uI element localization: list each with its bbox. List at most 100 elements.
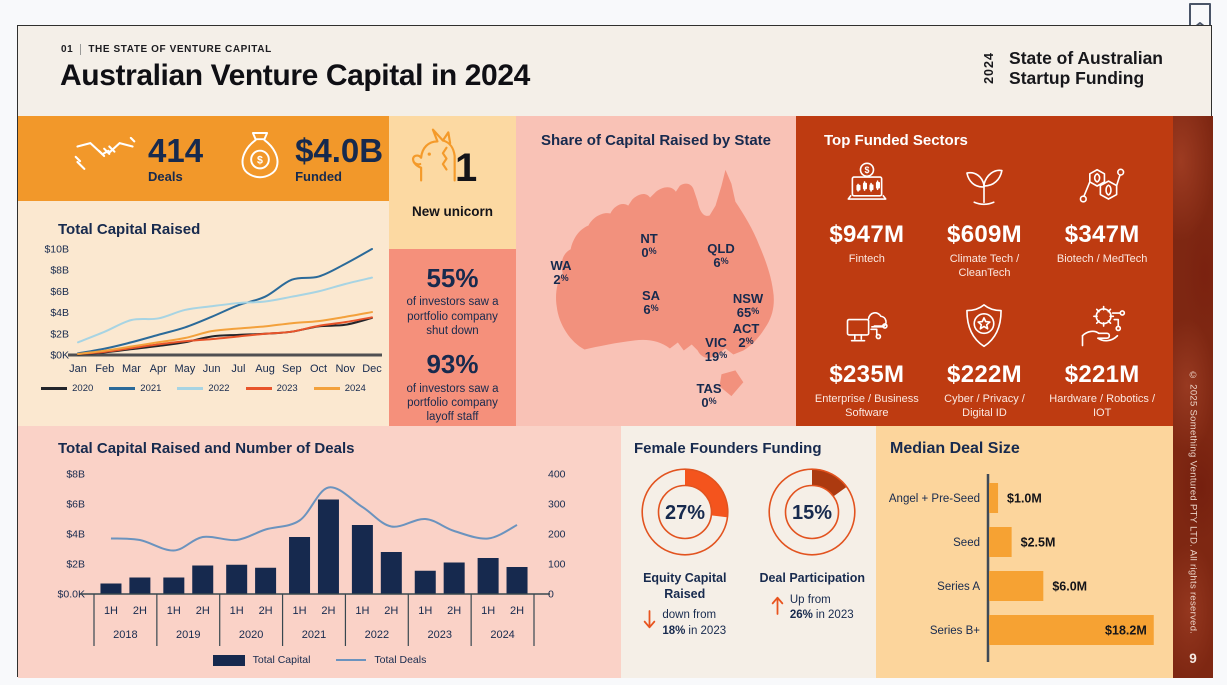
shutdown-label: of investors saw a portfolio company shu… bbox=[406, 296, 499, 338]
page-number: 9 bbox=[1189, 651, 1197, 666]
svg-text:2020: 2020 bbox=[239, 629, 263, 641]
svg-text:Dec: Dec bbox=[362, 363, 382, 375]
page-title: Australian Venture Capital in 2024 bbox=[60, 59, 530, 92]
funded-stat-text: $4.0B Funded bbox=[295, 134, 383, 184]
sector-value: $609M bbox=[947, 221, 1022, 248]
investor-stats-section: 55% of investors saw a portfolio company… bbox=[389, 249, 516, 426]
state-name: QLD bbox=[707, 241, 735, 256]
brand-year: 2024 bbox=[982, 52, 997, 85]
brand-name: State of Australian Startup Funding bbox=[1009, 48, 1163, 89]
legend-swatch-2021 bbox=[109, 387, 136, 390]
svg-text:Jun: Jun bbox=[203, 363, 221, 375]
sector-label: Fintech bbox=[848, 253, 885, 265]
total-deals-swatch bbox=[336, 658, 367, 662]
legend-item-2024: 2024 bbox=[313, 383, 366, 394]
halfyear-legend: Total Capital Total Deals bbox=[18, 654, 621, 666]
eyebrow-divider bbox=[80, 44, 82, 55]
equity-capital-change: down from 18% in 2023 bbox=[627, 608, 743, 639]
state-share-map-section: Share of Capital Raised by State WA 2% NT 0… bbox=[516, 116, 796, 426]
state-value: 65% bbox=[736, 305, 760, 321]
header: 01 THE STATE OF VENTURE CAPITAL Australi… bbox=[18, 26, 1211, 116]
monthly-capital-chart-section: Total Capital Raised $10B $8B $6B $4B $2B $0K… bbox=[18, 201, 389, 426]
deal-participation-donut: 15% bbox=[768, 468, 856, 556]
deals-label: Deals bbox=[148, 168, 183, 184]
state-label-SA: SA 6% bbox=[641, 288, 661, 318]
svg-text:$4B: $4B bbox=[50, 307, 69, 319]
deals-value: 414 bbox=[148, 131, 204, 169]
climate-icon bbox=[958, 199, 1010, 216]
svg-text:2021: 2021 bbox=[302, 629, 326, 641]
svg-text:400: 400 bbox=[548, 469, 566, 481]
median-deal-size-section: Median Deal Size Angel + Pre-Seed $1.0M Se… bbox=[876, 426, 1173, 678]
australia-map bbox=[556, 169, 774, 397]
svg-text:2018: 2018 bbox=[113, 629, 137, 641]
sector-card-biotech: $347M Biotech / MedTech bbox=[1043, 160, 1161, 280]
svg-text:$10B: $10B bbox=[44, 244, 69, 256]
svg-text:27%: 27% bbox=[665, 502, 705, 524]
sector-card-climate: $609M Climate Tech / CleanTech bbox=[926, 160, 1044, 280]
state-value: 6% bbox=[713, 255, 729, 271]
state-value: 6% bbox=[643, 302, 659, 318]
svg-text:Series A: Series A bbox=[937, 581, 980, 593]
hardware-icon bbox=[1076, 339, 1128, 356]
svg-text:300: 300 bbox=[548, 499, 566, 511]
total-capital-legend-label: Total Capital bbox=[252, 654, 311, 666]
layoff-label: of investors saw a portfolio company lay… bbox=[406, 382, 499, 424]
change-prefix: Up from bbox=[789, 593, 831, 606]
unicorn-icon bbox=[412, 128, 456, 182]
svg-text:Sep: Sep bbox=[282, 363, 302, 375]
svg-text:$6.0M: $6.0M bbox=[1052, 580, 1087, 594]
funded-stat: $ $4.0B Funded bbox=[237, 130, 383, 187]
svg-text:$6B: $6B bbox=[50, 286, 69, 298]
sector-grid: $947M Fintech $609M Climate Tech / CleanTec… bbox=[808, 160, 1161, 420]
svg-text:May: May bbox=[175, 363, 196, 375]
legend-item-2023: 2023 bbox=[245, 383, 298, 394]
svg-text:$0.0K: $0.0K bbox=[58, 589, 85, 601]
halfyear-chart-section: Total Capital Raised and Number of Deals… bbox=[18, 426, 621, 678]
sector-value: $235M bbox=[829, 361, 905, 389]
state-value: 19% bbox=[704, 349, 728, 365]
state-name: VIC bbox=[705, 335, 727, 350]
halfyear-chart-title: Total Capital Raised and Number of Deals bbox=[58, 440, 355, 457]
svg-text:1H: 1H bbox=[355, 605, 369, 617]
state-name: WA bbox=[550, 258, 572, 273]
change-value: 26% bbox=[789, 609, 813, 622]
sector-value: $347M bbox=[1064, 221, 1140, 248]
sector-label: Biotech / MedTech bbox=[1056, 253, 1148, 265]
legend-label-2021: 2021 bbox=[140, 383, 162, 394]
female-founders-section: Female Founders Funding 27% Equity Capit… bbox=[621, 426, 876, 678]
svg-text:200: 200 bbox=[548, 529, 566, 541]
fintech-icon bbox=[841, 199, 893, 216]
legend-item-2022: 2022 bbox=[177, 383, 230, 394]
sectors-title: Top Funded Sectors bbox=[824, 132, 968, 149]
sector-card-enterprise: $235M Enterprise / Business Software bbox=[808, 300, 926, 420]
state-name: SA bbox=[641, 288, 661, 303]
svg-text:2H: 2H bbox=[447, 605, 461, 617]
cyber-icon bbox=[958, 339, 1010, 356]
svg-text:Angel + Pre-Seed: Angel + Pre-Seed bbox=[889, 493, 980, 505]
state-label-VIC: VIC 19% bbox=[704, 335, 728, 365]
svg-text:$2B: $2B bbox=[50, 328, 69, 340]
svg-text:1H: 1H bbox=[230, 605, 244, 617]
median-title: Median Deal Size bbox=[890, 440, 1020, 457]
svg-text:Mar: Mar bbox=[122, 363, 141, 375]
legend-swatch-2024 bbox=[313, 387, 340, 390]
money-bag-icon: $ bbox=[237, 130, 283, 187]
deals-stat-text: 414 Deals bbox=[148, 134, 203, 184]
svg-text:2H: 2H bbox=[196, 605, 210, 617]
side-strip: © 2025 Something Ventured PTY LTD. All r… bbox=[1173, 116, 1213, 678]
legend-label-2020: 2020 bbox=[72, 383, 94, 394]
state-label-ACT: ACT 2% bbox=[733, 321, 760, 351]
svg-text:$6B: $6B bbox=[66, 499, 85, 511]
svg-text:$1.0M: $1.0M bbox=[1007, 492, 1042, 506]
state-label-WA: WA 2% bbox=[550, 258, 572, 288]
female-founders-title: Female Founders Funding bbox=[634, 440, 822, 457]
unicorn-label: New unicorn bbox=[411, 204, 493, 219]
svg-text:2019: 2019 bbox=[176, 629, 200, 641]
change-suffix: in 2023 bbox=[815, 609, 854, 622]
sector-value: $947M bbox=[829, 221, 905, 248]
deal-participation-label: Deal Participation bbox=[759, 571, 866, 585]
state-label-TAS: TAS 0% bbox=[696, 381, 721, 411]
state-label-NT: NT 0% bbox=[640, 231, 657, 261]
brand-line1: State of Australian bbox=[1009, 48, 1163, 68]
